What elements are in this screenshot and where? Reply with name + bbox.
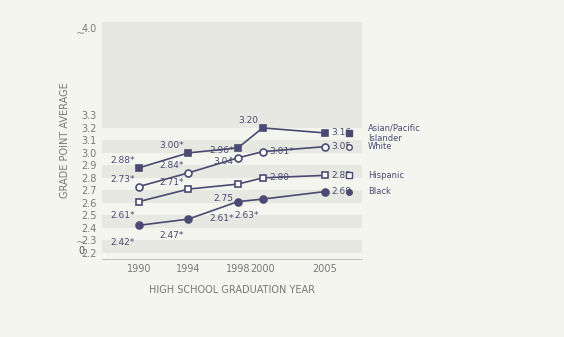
Text: 2.69: 2.69: [332, 187, 351, 196]
Text: 2.80: 2.80: [270, 173, 289, 182]
Text: 2.96*: 2.96*: [209, 147, 233, 155]
Bar: [102, 28, 362, 103]
Text: 2.84*: 2.84*: [160, 161, 184, 171]
Bar: [102, 215, 362, 228]
Text: 0: 0: [78, 246, 85, 256]
Y-axis label: GRADE POINT AVERAGE: GRADE POINT AVERAGE: [60, 83, 70, 198]
Text: 2.88*: 2.88*: [110, 156, 135, 165]
Text: ~: ~: [76, 29, 85, 39]
Bar: [102, 165, 362, 178]
Bar: [102, 190, 362, 203]
Bar: [102, 115, 362, 128]
Text: 2.75: 2.75: [214, 193, 233, 203]
Text: 2.61*: 2.61*: [110, 211, 135, 220]
Bar: [102, 240, 362, 253]
Text: 2.47*: 2.47*: [160, 231, 184, 240]
Text: Black: Black: [368, 187, 391, 196]
Text: 3.20: 3.20: [239, 117, 258, 125]
Bar: [102, 141, 362, 153]
Bar: [102, 22, 362, 115]
Text: 2.63*: 2.63*: [234, 211, 258, 220]
Text: 2.61*: 2.61*: [209, 214, 233, 223]
Text: Asian/Pacific
Islander: Asian/Pacific Islander: [368, 123, 421, 143]
Text: 3.16: 3.16: [332, 128, 352, 137]
Text: Hispanic: Hispanic: [368, 171, 404, 180]
Text: 2.71*: 2.71*: [160, 178, 184, 187]
Text: 3.04: 3.04: [214, 157, 233, 166]
Text: 3.00*: 3.00*: [160, 142, 184, 150]
Text: 3.05: 3.05: [332, 142, 352, 151]
Text: 2.82: 2.82: [332, 171, 351, 180]
X-axis label: HIGH SCHOOL GRADUATION YEAR: HIGH SCHOOL GRADUATION YEAR: [149, 285, 315, 295]
Text: ~: ~: [76, 238, 85, 248]
Text: White: White: [368, 142, 393, 151]
Text: 3.01*: 3.01*: [270, 147, 294, 156]
Text: 2.73*: 2.73*: [110, 175, 135, 184]
Text: 2.42*: 2.42*: [111, 238, 135, 246]
